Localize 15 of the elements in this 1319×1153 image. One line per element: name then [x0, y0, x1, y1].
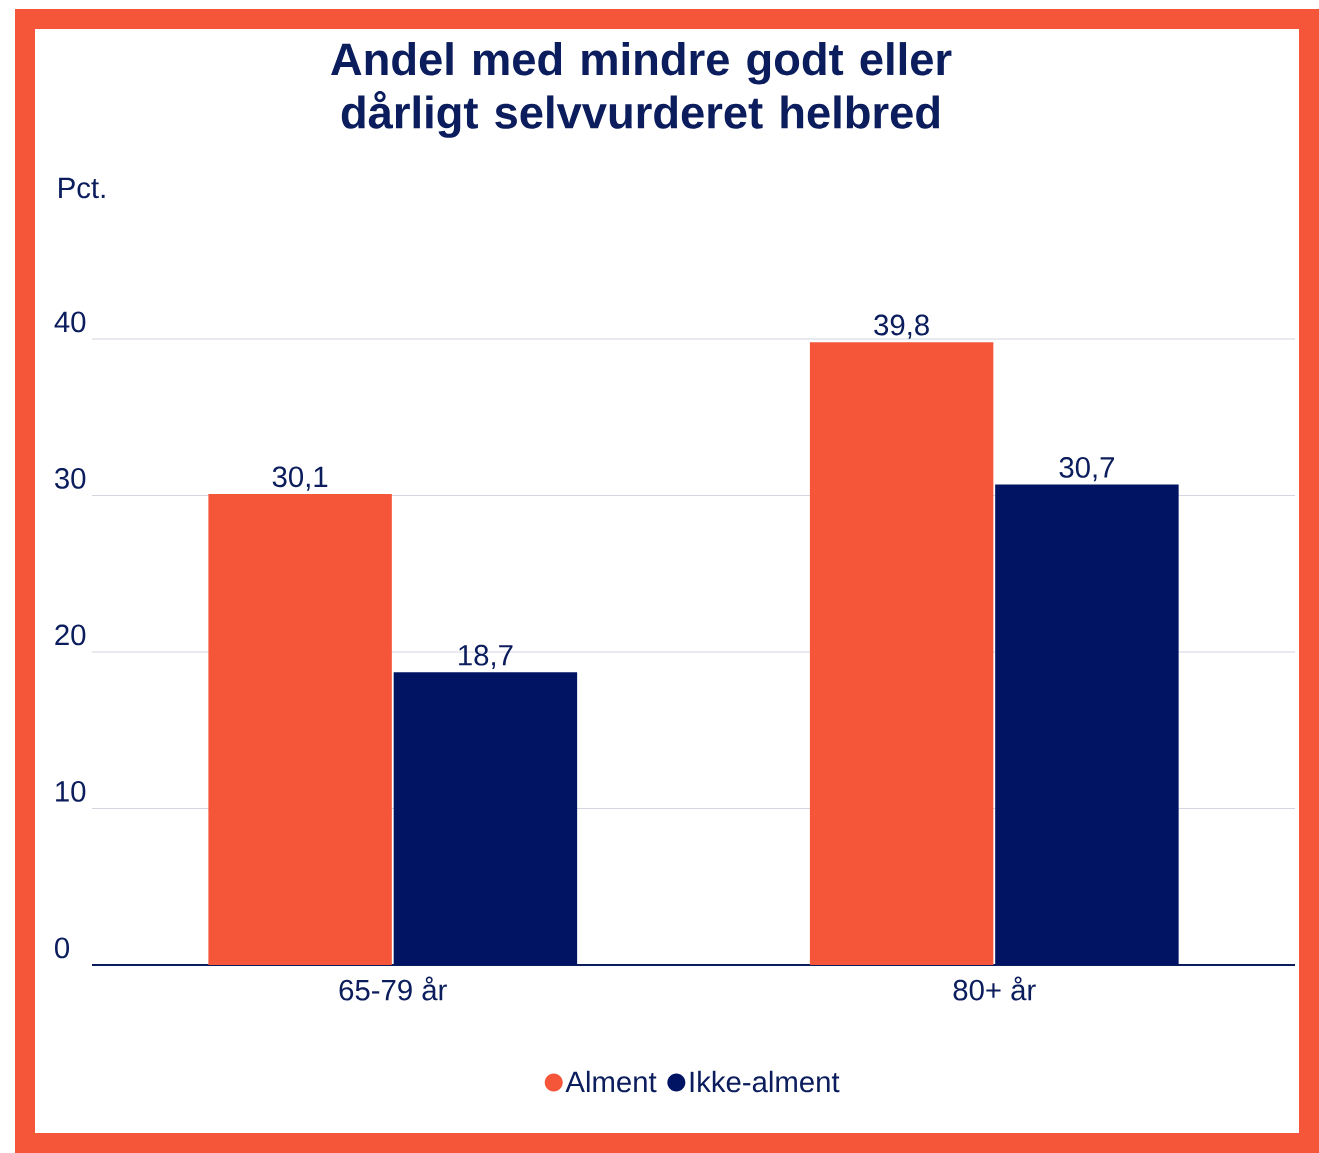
text: 30,7 [1059, 457, 1114, 482]
y-tick-label: 10 [56, 781, 86, 802]
legend-label: Alment [565, 1070, 657, 1093]
y-tick-label: 30 [54, 468, 86, 489]
text: 30,1 [272, 466, 328, 491]
y-axis-title: Pct. [59, 177, 105, 199]
y-tick-label: 20 [55, 624, 86, 646]
y-tick-label: 0 [55, 937, 70, 959]
text: 39,8 [874, 314, 929, 339]
legend-label: Ikke-alment [690, 1070, 840, 1093]
x-tick-label: 65-79 år [339, 976, 447, 1001]
text: 18,7 [459, 644, 513, 670]
y-tick-label: 40 [54, 311, 86, 333]
x-tick-label: 80+ år [953, 976, 1036, 1001]
chart-title: Andel med mindre godt eller dårligt selvvurderet helbred [331, 42, 952, 138]
